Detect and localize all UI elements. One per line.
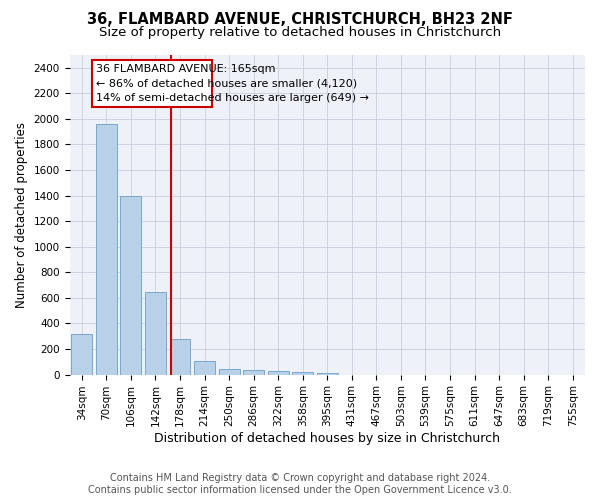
Bar [71, 334, 92, 374]
Bar [317, 372, 338, 374]
FancyBboxPatch shape [92, 60, 212, 108]
Bar [121, 196, 142, 374]
Text: 36, FLAMBARD AVENUE, CHRISTCHURCH, BH23 2NF: 36, FLAMBARD AVENUE, CHRISTCHURCH, BH23 … [87, 12, 513, 28]
Bar [194, 361, 215, 374]
Text: 36 FLAMBARD AVENUE: 165sqm: 36 FLAMBARD AVENUE: 165sqm [96, 64, 275, 74]
X-axis label: Distribution of detached houses by size in Christchurch: Distribution of detached houses by size … [154, 432, 500, 445]
Text: ← 86% of detached houses are smaller (4,120): ← 86% of detached houses are smaller (4,… [96, 78, 357, 88]
Bar [218, 369, 239, 374]
Y-axis label: Number of detached properties: Number of detached properties [15, 122, 28, 308]
Text: 14% of semi-detached houses are larger (649) →: 14% of semi-detached houses are larger (… [96, 92, 369, 102]
Bar [145, 292, 166, 374]
Text: Contains HM Land Registry data © Crown copyright and database right 2024.
Contai: Contains HM Land Registry data © Crown c… [88, 474, 512, 495]
Bar [268, 371, 289, 374]
Bar [243, 370, 264, 374]
Bar [292, 372, 313, 374]
Bar [170, 339, 190, 374]
Text: Size of property relative to detached houses in Christchurch: Size of property relative to detached ho… [99, 26, 501, 39]
Bar [96, 124, 117, 374]
